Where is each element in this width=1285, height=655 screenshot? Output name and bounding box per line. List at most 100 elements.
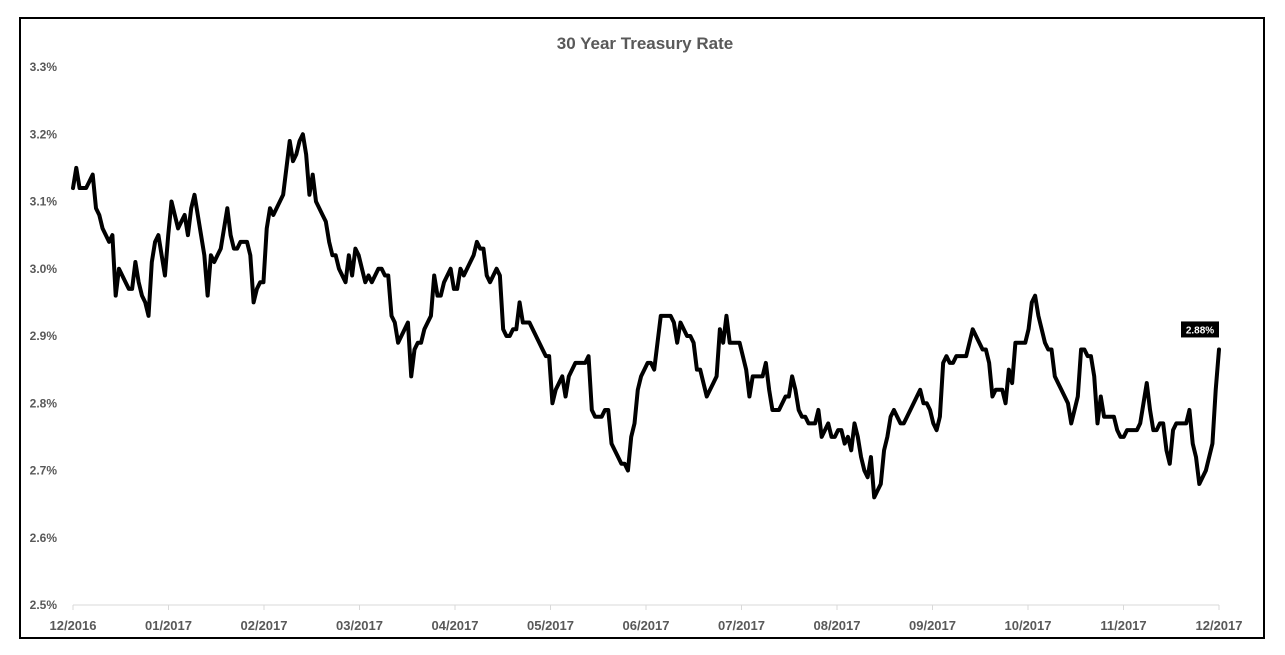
data-point [255,287,259,291]
data-point [846,435,850,439]
data-point [350,273,354,277]
x-tick-label: 04/2017 [432,618,479,633]
data-point [137,280,141,284]
data-point [912,401,916,405]
data-point [1023,341,1027,345]
data-point [780,401,784,405]
data-point [751,374,755,378]
data-point [439,294,443,298]
data-point [800,415,804,419]
y-axis: 2.5% 2.6% 2.7% 2.8% 2.9% 3.0% 3.1% 3.2% 3.3% [30,60,58,612]
data-point [1194,455,1198,459]
data-point [623,462,627,466]
data-point [501,327,505,331]
data-point [478,247,482,251]
data-point [633,421,637,425]
data-point [954,354,958,358]
x-tick-label: 05/2017 [527,618,574,633]
x-tick-label: 07/2017 [718,618,765,633]
data-point [606,408,610,412]
data-point [853,421,857,425]
data-point [298,139,302,143]
data-point [124,280,128,284]
data-point [252,300,256,304]
data-point [967,341,971,345]
data-point [281,193,285,197]
data-point [449,267,453,271]
data-point [892,408,896,412]
data-point [793,388,797,392]
data-point [1046,347,1050,351]
data-point [682,327,686,331]
data-point [1141,401,1145,405]
data-point [544,354,548,358]
data-point [183,213,187,217]
data-point [518,300,522,304]
data-point [1201,475,1205,479]
data-point [613,448,617,452]
data-point [659,314,663,318]
data-point [209,253,213,257]
data-point [879,482,883,486]
data-point [636,388,640,392]
data-point [810,421,814,425]
data-point [1184,421,1188,425]
data-point [294,152,298,156]
data-point [573,361,577,365]
data-point [977,341,981,345]
data-point [114,294,118,298]
data-point [104,233,108,237]
data-point [363,280,367,284]
data-point [261,280,265,284]
data-point [876,489,879,493]
data-point [590,408,594,412]
data-point [997,388,1001,392]
x-tick-label: 01/2017 [145,618,192,633]
data-point [324,220,328,224]
data-point [199,233,203,237]
x-tick-label: 03/2017 [336,618,383,633]
data-point [918,388,922,392]
data-point [422,327,426,331]
data-point [587,354,591,358]
data-point [859,455,863,459]
data-point [488,280,492,284]
data-point [889,415,893,419]
data-point [265,226,269,230]
x-tick-label: 02/2017 [241,618,288,633]
data-point [117,267,121,271]
data-point [1082,347,1086,351]
data-point [784,395,788,399]
data-point [744,368,748,372]
data-point [741,354,745,358]
data-point [856,435,860,439]
data-point [898,421,902,425]
data-point [1020,341,1024,345]
data-point [202,253,206,257]
data-point [1214,388,1218,392]
series-line-30-year-treasury-rate [71,132,1221,500]
data-point [327,240,331,244]
data-point [340,273,344,277]
data-point [655,341,659,345]
data-point [747,395,751,399]
data-point [994,388,998,392]
data-point [485,273,489,277]
data-point [193,193,196,197]
data-point [777,408,781,412]
data-point [925,401,929,405]
data-point [688,334,692,338]
data-point [1036,314,1040,318]
data-point [314,200,318,203]
data-point [301,132,305,136]
data-point [642,368,646,372]
x-tick-label: 11/2017 [1100,618,1146,633]
data-point [580,361,584,365]
data-point [133,260,137,264]
data-point [554,388,558,392]
data-point [1066,401,1070,405]
data-point [143,300,147,304]
data-point [1128,428,1132,432]
data-point [1178,421,1182,425]
data-point [987,361,991,365]
